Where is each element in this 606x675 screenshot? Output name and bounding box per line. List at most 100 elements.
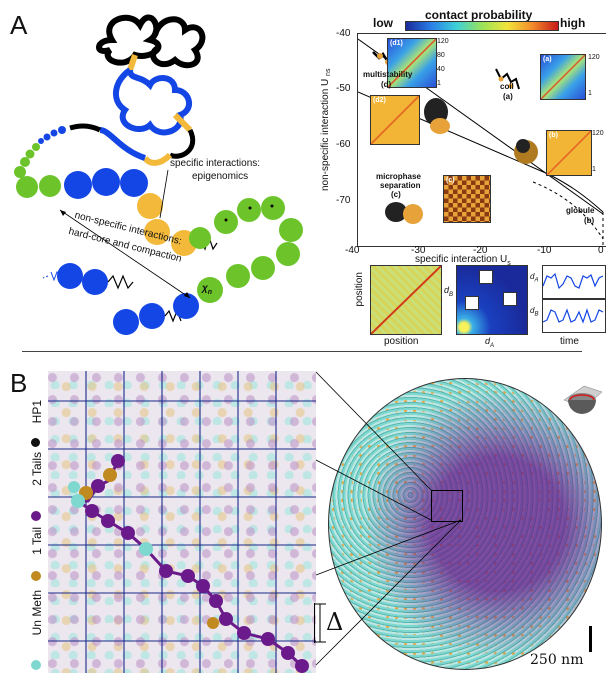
x-tick: -30 — [411, 245, 426, 256]
inset-a-heatmap: (a) — [540, 54, 586, 100]
phase-globule-tag: (b) — [584, 216, 595, 225]
annotation-specific: specific interactions: — [170, 158, 261, 169]
blue-bead — [173, 293, 199, 319]
black-chromatin-loop — [96, 14, 162, 66]
contact-map-heatmap — [370, 265, 442, 335]
contact-map-y-label: position — [354, 272, 365, 307]
inset-tick: 120 — [588, 54, 600, 61]
x-tick: -40 — [345, 245, 360, 256]
legend-2tails-dot — [31, 511, 41, 521]
legend-2tails: 2 Tails — [30, 452, 44, 486]
colorbar-low-label: low — [373, 16, 393, 30]
yellow-bead — [144, 219, 170, 245]
y-axis-label: non-specific interaction U ns — [320, 68, 332, 192]
panel-divider — [22, 351, 582, 352]
legend-1tail-dot — [31, 571, 41, 581]
green-bead — [16, 176, 38, 198]
zoom-lines — [315, 371, 462, 666]
chain-beads — [68, 454, 309, 673]
y-tick: -40 — [336, 28, 351, 39]
y-tick: -70 — [336, 195, 351, 206]
phase-coil-tag: (a) — [503, 92, 513, 101]
chi-label: χn — [202, 283, 213, 296]
blue-bead — [57, 263, 83, 289]
legend-unmeth: Un Meth — [30, 590, 44, 636]
green-bead — [39, 175, 61, 197]
inset-tick: 120 — [437, 38, 449, 45]
legend-unmeth-dot — [31, 660, 41, 670]
blue-bead — [120, 169, 148, 197]
delta-label: Δ — [326, 608, 344, 636]
green-bead — [237, 198, 261, 222]
density-map — [456, 265, 528, 335]
colorbar — [405, 21, 559, 31]
inset-tick: 120 — [592, 130, 604, 137]
green-bead — [279, 218, 303, 242]
contact-map-x-label: position — [384, 336, 419, 347]
black-segment-5 — [69, 123, 102, 133]
yellow-segment-2 — [172, 112, 193, 133]
inset-tick: 1 — [592, 166, 596, 173]
yellow-segment-1 — [127, 54, 138, 71]
blue-chromatin-loop — [113, 67, 192, 136]
green-bead — [197, 277, 223, 303]
inset-d1-heatmap: (d1) — [387, 38, 437, 88]
x-axis-label: specific interaction Us — [415, 254, 511, 267]
x-tick: -10 — [537, 245, 552, 256]
contact-probability-title: contact probability — [425, 8, 533, 22]
y-tick: -60 — [336, 139, 351, 150]
blue-bead — [113, 309, 139, 335]
yellow-bead — [137, 193, 163, 219]
panel-a-letter: A — [10, 10, 28, 40]
legend-1tail: 1 Tail — [30, 527, 44, 555]
phase-microphase-tag: (c) — [391, 190, 401, 199]
dA-trace — [542, 265, 606, 299]
inset-tick: 40 — [437, 66, 445, 73]
delta-bracket — [314, 603, 326, 643]
y-tick: -50 — [336, 83, 351, 94]
dA-label: dA — [530, 272, 539, 284]
legend-hp1-dot — [31, 438, 40, 447]
time-label: time — [560, 336, 579, 347]
green-bead — [276, 242, 300, 266]
phase-multistability-tag: (d) — [381, 80, 392, 89]
green-bead — [226, 264, 250, 288]
phase-microphase: microphase — [376, 172, 421, 181]
green-bead — [261, 196, 285, 220]
inset-tick: 1 — [588, 90, 592, 97]
inset-tick: 1 — [437, 80, 441, 87]
black-segment-3 — [168, 128, 195, 159]
dB-trace — [542, 299, 606, 333]
blue-bead — [82, 269, 108, 295]
x-tick: -20 — [473, 245, 488, 256]
inset-c-heatmap: (c) — [443, 175, 491, 223]
colorbar-high-label: high — [560, 16, 586, 30]
zoom-box — [431, 490, 463, 522]
panel-b-letter: B — [10, 368, 28, 398]
phase-multistability: multistability — [363, 70, 413, 79]
microphase-blob — [385, 202, 407, 222]
green-bead — [251, 256, 275, 280]
yellow-segment-3 — [142, 152, 173, 166]
annotation-epigenomics: epigenomics — [192, 171, 249, 182]
legend-hp1: HP1 — [30, 400, 44, 424]
blue-bead — [139, 303, 165, 329]
density-x-label: dA — [485, 336, 495, 349]
blue-bead — [92, 168, 120, 196]
hemisphere-icon — [563, 385, 603, 414]
inset-tick: 80 — [437, 52, 445, 59]
dB-label: dB — [530, 306, 539, 318]
lattice-zoom-panel — [48, 371, 316, 673]
inset-d2-heatmap: (d2) — [370, 95, 420, 145]
nucleus-sphere — [328, 378, 602, 670]
phase-separation: separation — [380, 181, 421, 190]
blue-bead — [64, 171, 92, 199]
green-bead — [189, 227, 211, 249]
blue-segment-4 — [99, 127, 147, 161]
phase-globule: globule — [566, 206, 595, 215]
green-bead — [214, 210, 238, 234]
scale-bar — [589, 626, 592, 652]
x-tick: 0 — [598, 245, 604, 256]
density-y-label: dB — [444, 285, 454, 298]
inset-b-heatmap: (b) — [546, 130, 592, 176]
